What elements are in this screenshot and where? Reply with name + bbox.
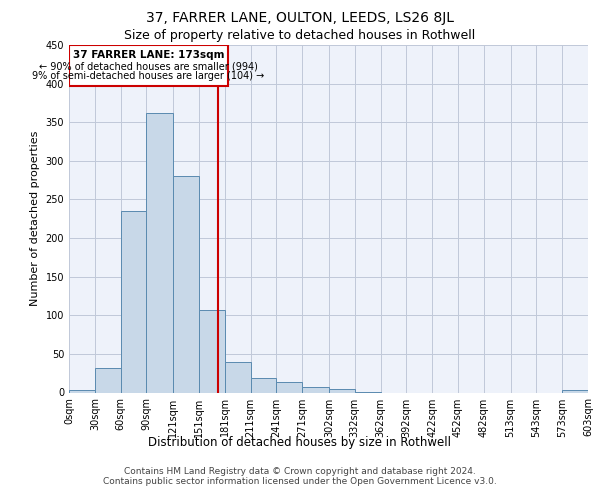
Text: Size of property relative to detached houses in Rothwell: Size of property relative to detached ho… <box>124 29 476 42</box>
Bar <box>69 390 95 392</box>
Bar <box>277 382 302 392</box>
Bar <box>173 176 199 392</box>
Bar <box>329 390 355 392</box>
Text: 37, FARRER LANE, OULTON, LEEDS, LS26 8JL: 37, FARRER LANE, OULTON, LEEDS, LS26 8JL <box>146 11 454 25</box>
Text: Contains HM Land Registry data © Crown copyright and database right 2024.
Contai: Contains HM Land Registry data © Crown c… <box>103 467 497 486</box>
Bar <box>146 113 173 392</box>
Bar <box>251 378 277 392</box>
FancyBboxPatch shape <box>69 45 228 86</box>
Bar <box>121 211 146 392</box>
Bar <box>302 387 329 392</box>
Text: Distribution of detached houses by size in Rothwell: Distribution of detached houses by size … <box>149 436 452 449</box>
Text: ← 90% of detached houses are smaller (994): ← 90% of detached houses are smaller (99… <box>39 61 258 71</box>
Bar <box>225 362 251 392</box>
Bar <box>199 310 225 392</box>
Bar <box>562 390 588 392</box>
Bar <box>95 368 121 392</box>
Y-axis label: Number of detached properties: Number of detached properties <box>30 131 40 306</box>
Text: 9% of semi-detached houses are larger (104) →: 9% of semi-detached houses are larger (1… <box>32 72 265 82</box>
Text: 37 FARRER LANE: 173sqm: 37 FARRER LANE: 173sqm <box>73 50 224 60</box>
